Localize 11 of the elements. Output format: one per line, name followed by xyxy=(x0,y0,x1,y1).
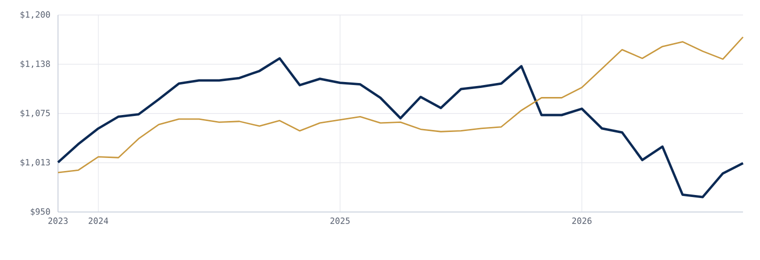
x-tick-label: 2023 xyxy=(48,218,68,224)
y-tick-label: $950 xyxy=(30,208,50,216)
line-series xyxy=(57,36,744,174)
x-tick-label: 2024 xyxy=(88,218,108,224)
y-tick-label: $1,075 xyxy=(20,110,50,118)
line-series xyxy=(56,57,744,198)
y-tick-label: $1,013 xyxy=(20,158,50,167)
x-tick-label: 2026 xyxy=(572,218,592,224)
y-tick-label: $1,138 xyxy=(20,60,50,68)
x-tick-label: 2025 xyxy=(330,218,350,224)
y-tick-label: $1,200 xyxy=(20,11,50,19)
